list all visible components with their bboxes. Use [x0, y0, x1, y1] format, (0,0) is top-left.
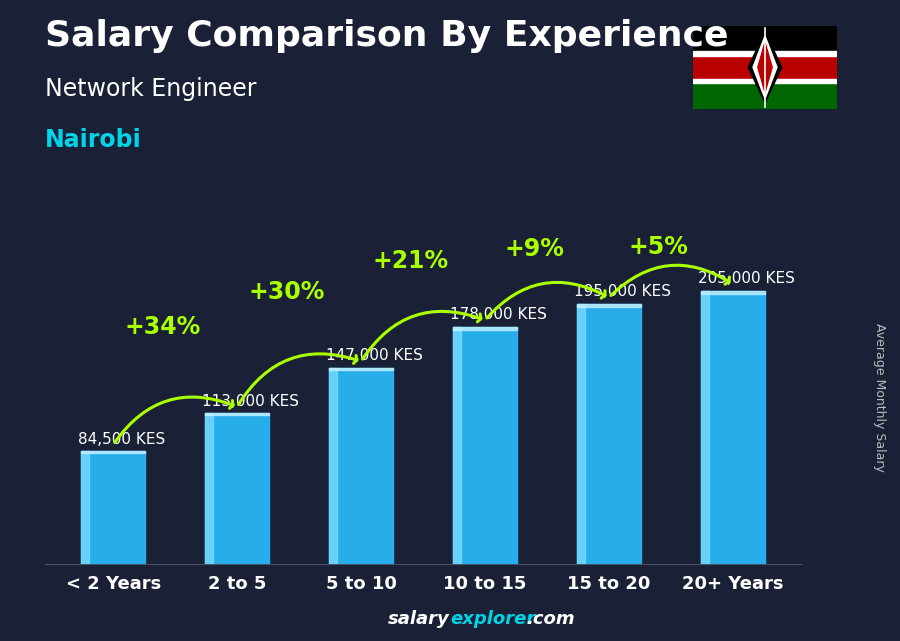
Bar	[693, 53, 837, 81]
Bar	[328, 368, 393, 564]
Text: explorer: explorer	[450, 610, 536, 628]
Text: 195,000 KES: 195,000 KES	[574, 285, 671, 299]
Bar	[577, 304, 641, 307]
Text: 205,000 KES: 205,000 KES	[698, 271, 795, 286]
Text: +9%: +9%	[505, 237, 564, 262]
Text: +21%: +21%	[373, 249, 449, 274]
Text: +5%: +5%	[628, 235, 688, 259]
Bar	[577, 304, 641, 564]
Polygon shape	[758, 42, 772, 92]
Text: salary: salary	[388, 610, 450, 628]
Bar	[205, 413, 269, 415]
Bar	[81, 451, 89, 564]
Bar	[81, 451, 146, 564]
Text: 147,000 KES: 147,000 KES	[327, 349, 423, 363]
Polygon shape	[753, 36, 777, 99]
Bar	[700, 291, 765, 564]
Text: Salary Comparison By Experience: Salary Comparison By Experience	[45, 19, 728, 53]
Bar	[453, 327, 461, 564]
Bar	[205, 413, 213, 564]
Text: Nairobi: Nairobi	[45, 128, 142, 152]
Bar	[700, 291, 709, 564]
Bar	[693, 79, 837, 83]
Bar	[453, 327, 518, 564]
Bar	[700, 291, 765, 294]
Bar	[205, 413, 269, 564]
Text: Network Engineer: Network Engineer	[45, 77, 256, 101]
Bar	[453, 327, 518, 329]
Text: +30%: +30%	[248, 280, 325, 304]
Text: Average Monthly Salary: Average Monthly Salary	[873, 323, 886, 472]
Bar	[693, 81, 837, 109]
Bar	[81, 451, 146, 453]
Bar	[693, 51, 837, 56]
Bar	[328, 368, 338, 564]
Bar	[328, 368, 393, 370]
Text: 84,500 KES: 84,500 KES	[78, 432, 166, 447]
Text: 113,000 KES: 113,000 KES	[202, 394, 300, 409]
Text: +34%: +34%	[124, 315, 201, 338]
Polygon shape	[748, 32, 782, 103]
Bar	[693, 26, 837, 53]
Text: .com: .com	[526, 610, 575, 628]
Text: 178,000 KES: 178,000 KES	[450, 307, 547, 322]
Bar	[577, 304, 585, 564]
